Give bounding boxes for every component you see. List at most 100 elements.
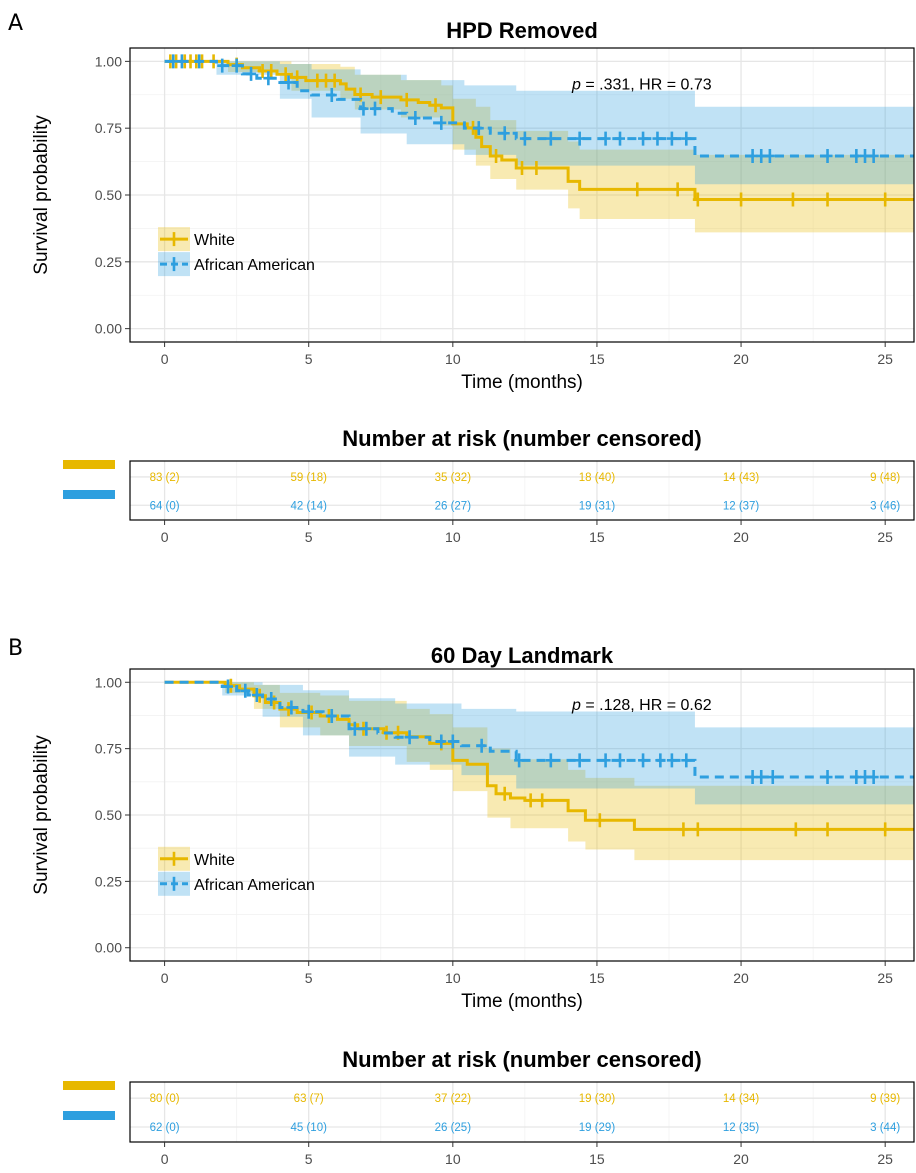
censor-mark-african-american [370, 101, 380, 116]
censor-mark-white [736, 192, 747, 207]
censor-mark-african-american [851, 148, 862, 163]
censor-mark-african-american [326, 88, 337, 103]
p-value-annotation: p = .128, HR = 0.62 [571, 697, 712, 714]
ci-band-african-american [164, 682, 914, 805]
panel-label: A [8, 11, 23, 36]
x-tick-label: 10 [445, 351, 461, 367]
x-tick-label: 15 [589, 351, 605, 367]
censor-mark-african-american [615, 131, 625, 146]
censor-mark-white [880, 192, 891, 207]
censor-mark-white [880, 822, 891, 837]
censor-mark-white [499, 786, 510, 801]
censor-mark-african-american [600, 131, 611, 146]
risk-cell-white: 9 (39) [870, 1093, 900, 1105]
x-axis-title: Time (months) [461, 991, 583, 1012]
survival-line-african-american [164, 59, 914, 158]
censor-mark-african-american [764, 148, 775, 163]
censor-mark-african-american [615, 753, 625, 768]
km-panel-a: A HPD Removed 0.00 0.25 0.50 0.75 1.00 0 5 10 15 20… [8, 11, 915, 545]
y-tick-label: 1.00 [95, 53, 122, 69]
censor-mark-white [525, 793, 536, 808]
chart-title: HPD Removed [446, 18, 598, 43]
risk-cell-white: 18 (40) [579, 472, 616, 484]
censor-mark-african-american [868, 148, 879, 163]
censor-mark-african-american [246, 66, 257, 81]
risk-x-tick-label: 10 [445, 529, 461, 545]
censor-mark-african-american [499, 126, 510, 141]
x-tick-label: 25 [877, 970, 893, 986]
risk-cell-white: 9 (48) [870, 472, 900, 484]
legend: White African American [158, 227, 315, 277]
censor-mark-african-american [476, 738, 487, 753]
censor-mark-african-american [303, 704, 314, 719]
censor-mark-african-american [473, 121, 484, 136]
legend: White African American [158, 846, 315, 896]
censor-mark-white [678, 822, 689, 837]
p-symbol: p [571, 76, 581, 93]
censor-mark-african-american [756, 770, 767, 785]
risk-table-frame [129, 460, 915, 521]
x-tick-label: 20 [733, 351, 749, 367]
ci-band-white [164, 682, 914, 861]
censor-mark-african-american [194, 54, 205, 69]
censor-mark-african-american [681, 753, 692, 768]
risk-x-tick-label: 25 [877, 1151, 893, 1167]
x-tick-label: 10 [445, 970, 461, 986]
y-axis-title: Survival probability [31, 735, 52, 895]
risk-x-tick-label: 15 [589, 529, 605, 545]
x-tick-label: 0 [161, 351, 169, 367]
risk-cell-african-american: 3 (46) [870, 500, 900, 512]
risk-cell-african-american: 64 (0) [150, 500, 180, 512]
censor-mark-white [531, 161, 542, 176]
censor-mark-white [517, 161, 527, 176]
x-tick-label: 20 [733, 970, 749, 986]
censor-mark-african-american [868, 770, 879, 785]
censor-mark-white [822, 192, 833, 207]
risk-color-bar-white [63, 460, 115, 469]
censor-mark-african-american [747, 770, 758, 785]
legend-label-white: White [194, 232, 235, 249]
censor-mark-african-american [652, 131, 663, 146]
censor-mark-african-american [666, 753, 677, 768]
risk-x-tick-label: 20 [733, 1151, 749, 1167]
censor-mark-african-american [574, 753, 585, 768]
censor-mark-african-american [666, 131, 677, 146]
censor-mark-african-american [436, 115, 447, 130]
legend-label-white: White [194, 852, 235, 869]
risk-color-bar-white [63, 1081, 115, 1090]
risk-cell-white: 63 (7) [294, 1093, 324, 1105]
censor-mark-african-american [519, 131, 530, 146]
censor-mark-white [266, 63, 277, 78]
y-tick-label: 0.75 [95, 120, 122, 136]
censor-mark-white [491, 148, 502, 163]
censor-mark-white [692, 822, 703, 837]
risk-cell-white: 19 (30) [579, 1093, 616, 1105]
risk-table: Number at risk (number censored)83 (2) 59… [63, 426, 915, 545]
censor-mark-african-american [860, 148, 870, 163]
risk-cell-african-american: 26 (27) [435, 500, 472, 512]
censor-mark-african-american [176, 54, 187, 69]
censor-mark-african-american [655, 753, 666, 768]
risk-cell-african-american: 19 (29) [579, 1122, 616, 1134]
p-hr-values: = .128, HR = 0.62 [581, 697, 712, 714]
risk-table-frame [129, 1081, 915, 1143]
risk-x-tick-label: 0 [161, 1151, 169, 1167]
y-tick-label: 0.00 [95, 940, 122, 956]
legend-label-african-american: African American [194, 257, 315, 274]
survival-line-white [164, 59, 914, 202]
censor-mark-white [375, 90, 386, 105]
y-tick-label: 0.00 [95, 321, 122, 337]
censor-mark-white [401, 92, 412, 107]
gridlines [130, 669, 914, 961]
risk-x-tick-label: 15 [589, 1151, 605, 1167]
risk-cell-african-american: 45 (10) [290, 1122, 327, 1134]
censor-mark-african-american [217, 58, 228, 73]
censor-mark-african-american [574, 131, 585, 146]
ci-band-white [164, 61, 914, 233]
censor-mark-african-american [263, 71, 274, 86]
x-tick-label: 15 [589, 970, 605, 986]
risk-table: Number at risk (number censored) 80 (0) 63… [63, 1047, 915, 1167]
risk-cell-african-american: 42 (14) [290, 500, 327, 512]
censor-mark-african-american [638, 753, 649, 768]
censor-mark-white [632, 182, 643, 197]
